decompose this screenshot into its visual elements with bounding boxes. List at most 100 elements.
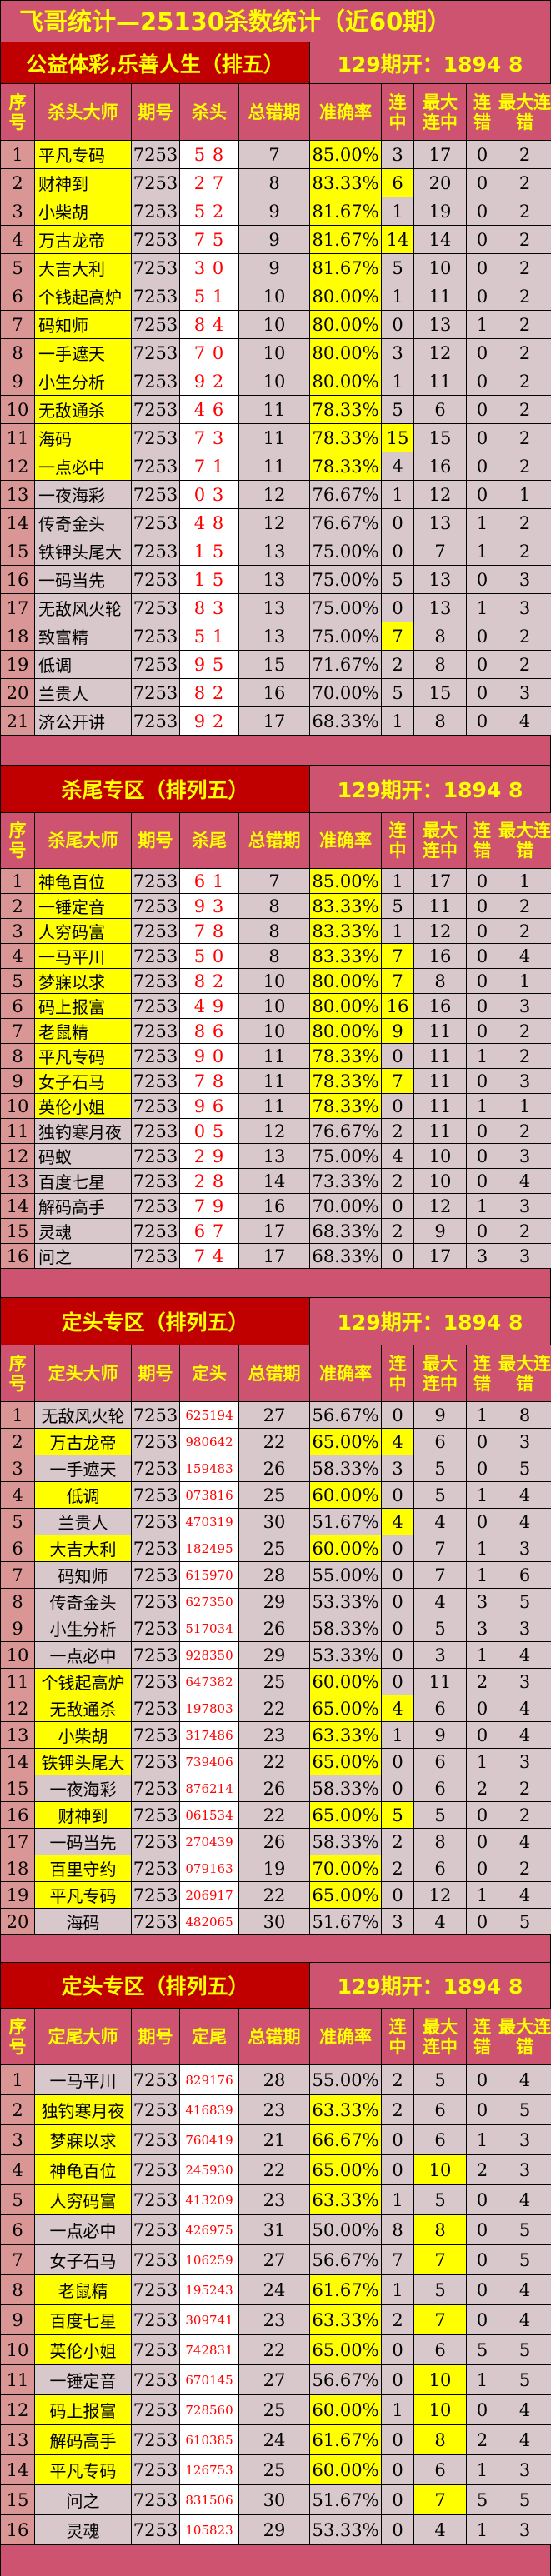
cell-numbers: 7 8 [180, 919, 239, 944]
cell-current-miss: 0 [467, 994, 498, 1019]
cell-total-errors: 30 [239, 1909, 310, 1935]
cell-numbers: 206917 [180, 1882, 239, 1909]
cell-max-streak: 11 [414, 1019, 467, 1044]
cell-current-streak: 3 [382, 141, 414, 169]
cell-issue: 7253 [132, 651, 180, 679]
cell-total-errors: 11 [239, 424, 310, 452]
cell-master-name: 码知师 [35, 311, 132, 339]
cell-total-errors: 26 [239, 1615, 310, 1642]
cell-accuracy: 60.00% [310, 1482, 382, 1509]
cell-max-miss: 5 [498, 1455, 551, 1482]
cell-seq: 3 [1, 919, 35, 944]
cell-current-miss: 0 [467, 2215, 498, 2245]
cell-current-streak: 7 [382, 2245, 414, 2275]
cell-issue: 7253 [132, 2485, 180, 2515]
cell-master-name: 万古龙帝 [35, 226, 132, 254]
header-issue: 期号 [132, 84, 180, 141]
cell-accuracy: 75.00% [310, 1144, 382, 1169]
cell-max-miss: 2 [498, 141, 551, 169]
header-current-streak: 连中 [382, 84, 414, 141]
cell-current-streak: 0 [382, 1402, 414, 1429]
cell-max-miss: 3 [498, 994, 551, 1019]
cell-current-miss: 0 [467, 1429, 498, 1455]
cell-master-name: 一手遮天 [35, 339, 132, 367]
cell-issue: 7253 [132, 994, 180, 1019]
draw-result: 129期开：1894 8 [310, 1298, 550, 1345]
cell-current-miss: 1 [467, 2515, 498, 2545]
cell-numbers: 610385 [180, 2425, 239, 2455]
cell-issue: 7253 [132, 1402, 180, 1429]
cell-master-name: 英伦小姐 [35, 1094, 132, 1119]
cell-total-errors: 11 [239, 1094, 310, 1119]
cell-total-errors: 9 [239, 197, 310, 226]
cell-seq: 9 [1, 2305, 35, 2335]
cell-accuracy: 78.33% [310, 1069, 382, 1094]
draw-result: 129期开：1894 8 [310, 42, 550, 83]
cell-current-streak: 4 [382, 1429, 414, 1455]
cell-issue: 7253 [132, 254, 180, 282]
cell-master-name: 传奇金头 [35, 1589, 132, 1615]
cell-seq: 11 [1, 1119, 35, 1144]
cell-master-name: 码蚁 [35, 1144, 132, 1169]
cell-accuracy: 78.33% [310, 1044, 382, 1069]
cell-issue: 7253 [132, 2125, 180, 2155]
cell-accuracy: 51.67% [310, 2485, 382, 2515]
cell-max-streak: 10 [414, 1144, 467, 1169]
cell-accuracy: 75.00% [310, 537, 382, 566]
cell-total-errors: 29 [239, 1589, 310, 1615]
cell-max-miss: 3 [498, 1749, 551, 1775]
cell-master-name: 女子石马 [35, 2245, 132, 2275]
cell-seq: 19 [1, 651, 35, 679]
cell-max-streak: 6 [414, 2125, 467, 2155]
cell-seq: 2 [1, 894, 35, 919]
cell-current-miss: 0 [467, 1829, 498, 1855]
cell-master-name: 问之 [35, 1244, 132, 1269]
cell-master-name: 个钱起高炉 [35, 282, 132, 311]
cell-current-streak: 0 [382, 2155, 414, 2185]
cell-max-streak: 13 [414, 566, 467, 594]
cell-issue: 7253 [132, 1669, 180, 1695]
cell-current-miss: 1 [467, 1402, 498, 1429]
cell-max-streak: 20 [414, 169, 467, 197]
cell-issue: 7253 [132, 2395, 180, 2425]
cell-numbers: 9 3 [180, 894, 239, 919]
cell-max-miss: 2 [498, 452, 551, 481]
cell-total-errors: 7 [239, 869, 310, 894]
cell-current-streak: 2 [382, 2305, 414, 2335]
cell-accuracy: 58.33% [310, 1775, 382, 1802]
cell-issue: 7253 [132, 1482, 180, 1509]
cell-issue: 7253 [132, 169, 180, 197]
cell-issue: 7253 [132, 2455, 180, 2485]
cell-numbers: 831506 [180, 2485, 239, 2515]
cell-accuracy: 81.67% [310, 254, 382, 282]
cell-current-streak: 5 [382, 396, 414, 424]
cell-master-name: 码知师 [35, 1562, 132, 1589]
cell-max-streak: 16 [414, 944, 467, 969]
cell-total-errors: 25 [239, 1535, 310, 1562]
cell-max-streak: 6 [414, 396, 467, 424]
cell-master-name: 一锤定音 [35, 894, 132, 919]
cell-max-miss: 4 [498, 2425, 551, 2455]
cell-current-streak: 4 [382, 1144, 414, 1169]
cell-numbers: 106259 [180, 2245, 239, 2275]
cell-current-streak: 0 [382, 2485, 414, 2515]
cell-issue: 7253 [132, 2365, 180, 2395]
cell-max-streak: 7 [414, 2485, 467, 2515]
cell-issue: 7253 [132, 2155, 180, 2185]
cell-accuracy: 58.33% [310, 1615, 382, 1642]
cell-max-miss: 5 [498, 2485, 551, 2515]
cell-current-streak: 4 [382, 452, 414, 481]
cell-numbers: 159483 [180, 1455, 239, 1482]
